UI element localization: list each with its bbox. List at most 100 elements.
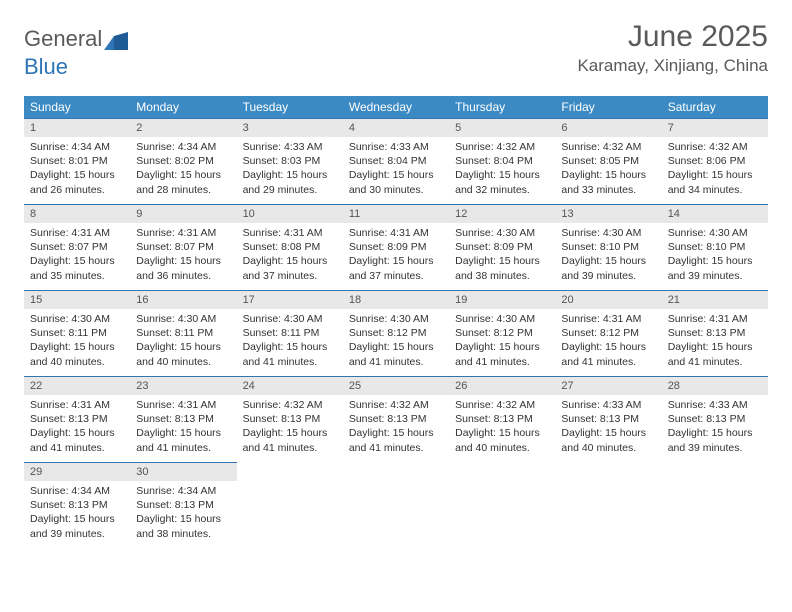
sunrise-text: Sunrise: 4:33 AM	[668, 398, 762, 412]
calendar-day-cell: 3Sunrise: 4:33 AMSunset: 8:03 PMDaylight…	[237, 118, 343, 204]
daylight-text: and 41 minutes.	[243, 441, 337, 455]
day-detail: Sunrise: 4:34 AMSunset: 8:01 PMDaylight:…	[24, 137, 130, 202]
daylight-text: and 33 minutes.	[561, 183, 655, 197]
sunrise-text: Sunrise: 4:31 AM	[349, 226, 443, 240]
day-detail: Sunrise: 4:32 AMSunset: 8:06 PMDaylight:…	[662, 137, 768, 202]
calendar-week-row: 29Sunrise: 4:34 AMSunset: 8:13 PMDayligh…	[24, 462, 768, 548]
day-detail: Sunrise: 4:30 AMSunset: 8:11 PMDaylight:…	[237, 309, 343, 374]
day-number: 28	[662, 376, 768, 395]
sunrise-text: Sunrise: 4:30 AM	[455, 226, 549, 240]
daylight-text: and 37 minutes.	[349, 269, 443, 283]
day-detail: Sunrise: 4:33 AMSunset: 8:13 PMDaylight:…	[555, 395, 661, 460]
day-detail: Sunrise: 4:34 AMSunset: 8:02 PMDaylight:…	[130, 137, 236, 202]
month-title: June 2025	[577, 20, 768, 54]
day-number: 10	[237, 204, 343, 223]
daylight-text: and 40 minutes.	[30, 355, 124, 369]
day-detail: Sunrise: 4:32 AMSunset: 8:13 PMDaylight:…	[449, 395, 555, 460]
daylight-text: and 28 minutes.	[136, 183, 230, 197]
brand-logo: General	[24, 26, 130, 52]
calendar-day-cell: 25Sunrise: 4:32 AMSunset: 8:13 PMDayligh…	[343, 376, 449, 462]
sunset-text: Sunset: 8:13 PM	[30, 412, 124, 426]
sunrise-text: Sunrise: 4:34 AM	[136, 140, 230, 154]
calendar-day-cell: 2Sunrise: 4:34 AMSunset: 8:02 PMDaylight…	[130, 118, 236, 204]
day-number: 7	[662, 118, 768, 137]
weekday-header: Sunday	[24, 96, 130, 118]
calendar-day-cell: 28Sunrise: 4:33 AMSunset: 8:13 PMDayligh…	[662, 376, 768, 462]
day-number: 17	[237, 290, 343, 309]
sunset-text: Sunset: 8:07 PM	[136, 240, 230, 254]
sunrise-text: Sunrise: 4:31 AM	[243, 226, 337, 240]
day-detail: Sunrise: 4:30 AMSunset: 8:12 PMDaylight:…	[343, 309, 449, 374]
daylight-text: Daylight: 15 hours	[30, 512, 124, 526]
calendar-day-cell: 19Sunrise: 4:30 AMSunset: 8:12 PMDayligh…	[449, 290, 555, 376]
sunrise-text: Sunrise: 4:30 AM	[136, 312, 230, 326]
day-number: 6	[555, 118, 661, 137]
calendar-day-cell: 30Sunrise: 4:34 AMSunset: 8:13 PMDayligh…	[130, 462, 236, 548]
calendar-day-cell: 11Sunrise: 4:31 AMSunset: 8:09 PMDayligh…	[343, 204, 449, 290]
daylight-text: Daylight: 15 hours	[30, 254, 124, 268]
sunrise-text: Sunrise: 4:34 AM	[30, 484, 124, 498]
calendar-empty-cell	[449, 462, 555, 548]
sunset-text: Sunset: 8:09 PM	[349, 240, 443, 254]
daylight-text: and 41 minutes.	[30, 441, 124, 455]
sunrise-text: Sunrise: 4:31 AM	[561, 312, 655, 326]
day-number: 19	[449, 290, 555, 309]
calendar-day-cell: 1Sunrise: 4:34 AMSunset: 8:01 PMDaylight…	[24, 118, 130, 204]
calendar-week-row: 22Sunrise: 4:31 AMSunset: 8:13 PMDayligh…	[24, 376, 768, 462]
sunset-text: Sunset: 8:10 PM	[668, 240, 762, 254]
daylight-text: Daylight: 15 hours	[349, 340, 443, 354]
calendar-day-cell: 20Sunrise: 4:31 AMSunset: 8:12 PMDayligh…	[555, 290, 661, 376]
daylight-text: and 36 minutes.	[136, 269, 230, 283]
day-number: 30	[130, 462, 236, 481]
day-detail: Sunrise: 4:33 AMSunset: 8:03 PMDaylight:…	[237, 137, 343, 202]
day-detail: Sunrise: 4:32 AMSunset: 8:13 PMDaylight:…	[237, 395, 343, 460]
day-detail: Sunrise: 4:31 AMSunset: 8:08 PMDaylight:…	[237, 223, 343, 288]
day-detail: Sunrise: 4:31 AMSunset: 8:09 PMDaylight:…	[343, 223, 449, 288]
daylight-text: and 39 minutes.	[561, 269, 655, 283]
calendar-day-cell: 26Sunrise: 4:32 AMSunset: 8:13 PMDayligh…	[449, 376, 555, 462]
daylight-text: and 26 minutes.	[30, 183, 124, 197]
day-detail: Sunrise: 4:34 AMSunset: 8:13 PMDaylight:…	[130, 481, 236, 546]
day-number: 3	[237, 118, 343, 137]
day-detail: Sunrise: 4:32 AMSunset: 8:04 PMDaylight:…	[449, 137, 555, 202]
sunset-text: Sunset: 8:04 PM	[349, 154, 443, 168]
calendar-day-cell: 7Sunrise: 4:32 AMSunset: 8:06 PMDaylight…	[662, 118, 768, 204]
daylight-text: Daylight: 15 hours	[561, 340, 655, 354]
daylight-text: Daylight: 15 hours	[243, 254, 337, 268]
sunrise-text: Sunrise: 4:32 AM	[668, 140, 762, 154]
daylight-text: Daylight: 15 hours	[349, 168, 443, 182]
sunrise-text: Sunrise: 4:32 AM	[455, 140, 549, 154]
daylight-text: and 41 minutes.	[561, 355, 655, 369]
sunset-text: Sunset: 8:13 PM	[668, 326, 762, 340]
day-detail: Sunrise: 4:31 AMSunset: 8:12 PMDaylight:…	[555, 309, 661, 374]
sunset-text: Sunset: 8:10 PM	[561, 240, 655, 254]
sunset-text: Sunset: 8:13 PM	[561, 412, 655, 426]
daylight-text: Daylight: 15 hours	[136, 340, 230, 354]
sunset-text: Sunset: 8:08 PM	[243, 240, 337, 254]
daylight-text: and 30 minutes.	[349, 183, 443, 197]
daylight-text: and 39 minutes.	[668, 441, 762, 455]
day-number: 27	[555, 376, 661, 395]
daylight-text: Daylight: 15 hours	[455, 168, 549, 182]
brand-part2: Blue	[24, 54, 68, 80]
daylight-text: and 41 minutes.	[349, 355, 443, 369]
daylight-text: and 35 minutes.	[30, 269, 124, 283]
daylight-text: Daylight: 15 hours	[243, 340, 337, 354]
daylight-text: and 37 minutes.	[243, 269, 337, 283]
sunrise-text: Sunrise: 4:32 AM	[561, 140, 655, 154]
day-number: 14	[662, 204, 768, 223]
sunrise-text: Sunrise: 4:31 AM	[668, 312, 762, 326]
daylight-text: Daylight: 15 hours	[668, 426, 762, 440]
day-detail: Sunrise: 4:31 AMSunset: 8:07 PMDaylight:…	[130, 223, 236, 288]
sunrise-text: Sunrise: 4:30 AM	[30, 312, 124, 326]
daylight-text: Daylight: 15 hours	[136, 254, 230, 268]
day-detail: Sunrise: 4:32 AMSunset: 8:05 PMDaylight:…	[555, 137, 661, 202]
sunset-text: Sunset: 8:06 PM	[668, 154, 762, 168]
daylight-text: Daylight: 15 hours	[455, 426, 549, 440]
daylight-text: and 34 minutes.	[668, 183, 762, 197]
day-number: 20	[555, 290, 661, 309]
day-detail: Sunrise: 4:30 AMSunset: 8:10 PMDaylight:…	[555, 223, 661, 288]
calendar-day-cell: 10Sunrise: 4:31 AMSunset: 8:08 PMDayligh…	[237, 204, 343, 290]
day-detail: Sunrise: 4:30 AMSunset: 8:10 PMDaylight:…	[662, 223, 768, 288]
daylight-text: and 41 minutes.	[349, 441, 443, 455]
